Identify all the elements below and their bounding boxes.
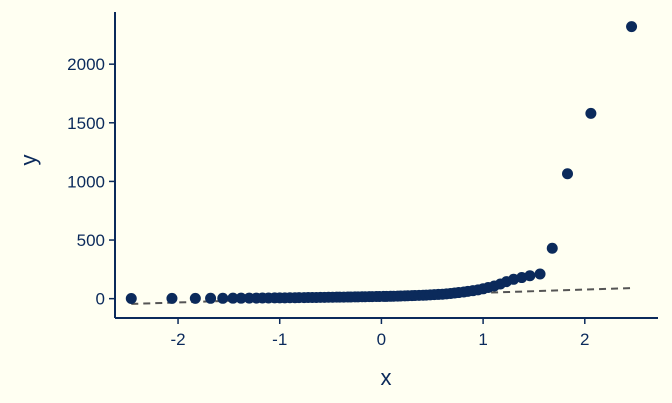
x-tick-label: 1 bbox=[478, 330, 487, 349]
data-point bbox=[235, 292, 247, 304]
points-layer bbox=[125, 21, 638, 305]
data-point bbox=[534, 268, 546, 280]
x-tick-label: -1 bbox=[272, 330, 287, 349]
y-axis-ticks: 0 500 1000 1500 2000 bbox=[67, 55, 115, 309]
axes-layer bbox=[114, 12, 658, 319]
y-tick-label: 500 bbox=[77, 231, 105, 250]
data-point bbox=[524, 270, 536, 282]
y-axis-title: y bbox=[16, 155, 41, 166]
data-point bbox=[217, 292, 229, 304]
data-point bbox=[626, 21, 638, 33]
data-point bbox=[189, 292, 201, 304]
data-point bbox=[562, 168, 573, 180]
y-tick-label: 2000 bbox=[67, 55, 105, 74]
x-tick-label: 2 bbox=[580, 330, 589, 349]
data-point bbox=[585, 107, 597, 119]
y-tick-label: 0 bbox=[96, 290, 105, 309]
x-axis-ticks: -2 -1 0 1 2 bbox=[170, 318, 590, 349]
x-axis-title: x bbox=[381, 365, 392, 390]
data-point bbox=[205, 292, 217, 304]
data-point bbox=[227, 292, 239, 304]
y-tick-label: 1500 bbox=[67, 114, 105, 133]
y-tick-label: 1000 bbox=[67, 172, 105, 191]
x-tick-label: 0 bbox=[377, 330, 386, 349]
data-point bbox=[166, 292, 178, 304]
x-tick-label: -2 bbox=[170, 330, 185, 349]
data-point bbox=[125, 293, 137, 305]
data-point bbox=[546, 242, 558, 254]
